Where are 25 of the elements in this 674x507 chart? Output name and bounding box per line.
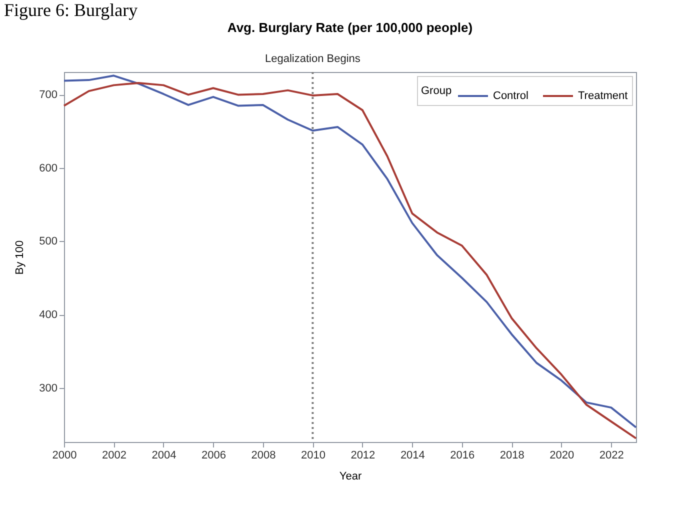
caption: Figure 6: Burglary	[3, 0, 139, 20]
legend-label: Treatment	[578, 90, 628, 102]
y-tick-label: 700	[39, 89, 58, 102]
ref-line-label: Legalization Begins	[264, 53, 361, 65]
x-axis-title: Year	[339, 470, 362, 482]
x-tick-label: 2006	[201, 450, 226, 462]
x-tick-label: 2010	[300, 450, 326, 462]
x-tick-label: 2016	[450, 450, 475, 462]
x-tick-label: 2022	[599, 450, 624, 462]
x-tick-label: 2014	[400, 450, 425, 462]
x-tick-label: 2018	[500, 450, 524, 462]
x-tick-label: 2012	[350, 450, 376, 462]
x-tick-label: 2000	[52, 450, 77, 462]
y-tick-label: 400	[39, 309, 58, 322]
legend-title: Group	[421, 85, 452, 97]
legend-label: Control	[493, 90, 528, 102]
y-tick-label: 600	[39, 162, 58, 174]
x-tick-label: 2020	[550, 450, 574, 462]
x-tick-label: 2004	[152, 450, 176, 462]
x-tick-label: 2008	[251, 450, 276, 462]
y-tick-label: 500	[39, 236, 58, 248]
chart-title: Avg. Burglary Rate (per 100,000 people)	[227, 20, 473, 35]
x-tick-label: 2002	[102, 450, 126, 462]
y-tick-label: 300	[39, 382, 58, 394]
y-axis-title: By 100	[14, 240, 26, 275]
